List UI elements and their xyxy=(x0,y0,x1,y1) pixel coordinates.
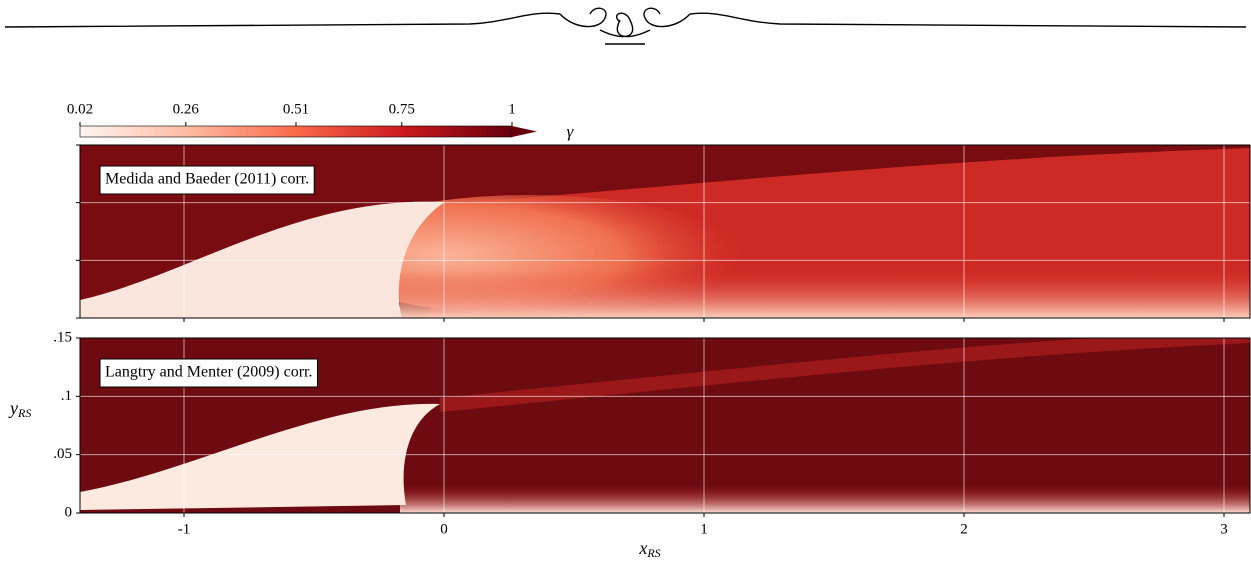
plot-frame xyxy=(79,337,1251,514)
x-tick-label: 2 xyxy=(960,521,968,537)
colorbar xyxy=(79,125,513,138)
colorbar-tick-label: 0.02 xyxy=(67,101,93,117)
x-tick-label: 3 xyxy=(1220,521,1228,537)
x-axis-label: xRS xyxy=(638,538,660,560)
contour-field xyxy=(80,338,1250,513)
y-tick-label: .15 xyxy=(53,329,72,345)
panel-label-box xyxy=(99,165,315,195)
colorbar-tick-label: 1 xyxy=(508,101,516,117)
colorbar-label: γ xyxy=(567,122,575,141)
y-tick-label: .1 xyxy=(61,388,72,404)
x-tick-label: 1 xyxy=(700,521,708,537)
panel-label: Medida and Baeder (2011) corr. xyxy=(105,171,309,188)
contour-field xyxy=(80,145,1250,318)
colorbar-tick-label: 0.75 xyxy=(389,101,415,117)
panel-label: Langtry and Menter (2009) corr. xyxy=(105,364,312,381)
x-tick-label: -1 xyxy=(178,521,191,537)
colorbar-extend xyxy=(512,126,537,137)
y-axis-label: yRS xyxy=(8,398,31,420)
colorbar-tick-label: 0.26 xyxy=(173,101,200,117)
y-tick-label: 0 xyxy=(65,504,73,520)
y-tick-label: .05 xyxy=(53,446,72,462)
colorbar-tick-label: 0.51 xyxy=(283,101,309,117)
x-tick-label: 0 xyxy=(440,521,448,537)
panel-label-box xyxy=(99,358,318,388)
ornament xyxy=(4,7,1247,45)
plot-frame xyxy=(79,144,1251,319)
